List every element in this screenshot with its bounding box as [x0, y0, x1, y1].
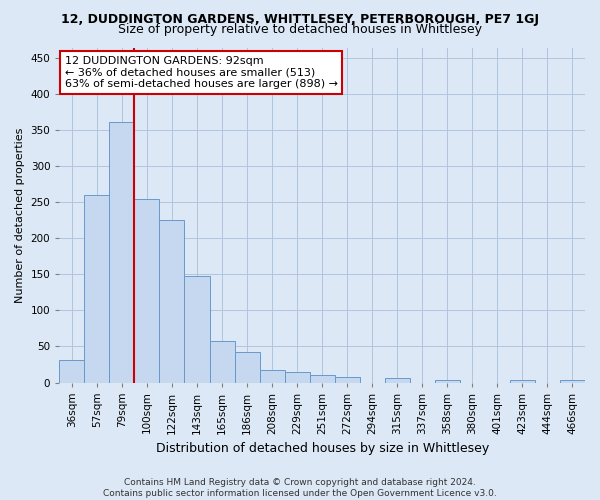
- Bar: [59, 360, 85, 382]
- Bar: [385, 378, 410, 382]
- Bar: [560, 380, 585, 382]
- Bar: [109, 122, 134, 382]
- Y-axis label: Number of detached properties: Number of detached properties: [15, 128, 25, 302]
- Bar: [510, 380, 535, 382]
- Bar: [335, 377, 360, 382]
- Bar: [209, 342, 235, 382]
- Bar: [85, 195, 109, 382]
- Bar: [160, 220, 184, 382]
- Text: Contains HM Land Registry data © Crown copyright and database right 2024.
Contai: Contains HM Land Registry data © Crown c…: [103, 478, 497, 498]
- Bar: [184, 276, 209, 382]
- Bar: [260, 370, 284, 382]
- Bar: [235, 352, 260, 382]
- Bar: [310, 376, 335, 382]
- Bar: [284, 372, 310, 382]
- Bar: [134, 199, 160, 382]
- Text: Size of property relative to detached houses in Whittlesey: Size of property relative to detached ho…: [118, 22, 482, 36]
- X-axis label: Distribution of detached houses by size in Whittlesey: Distribution of detached houses by size …: [155, 442, 489, 455]
- Text: 12, DUDDINGTON GARDENS, WHITTLESEY, PETERBOROUGH, PE7 1GJ: 12, DUDDINGTON GARDENS, WHITTLESEY, PETE…: [61, 12, 539, 26]
- Text: 12 DUDDINGTON GARDENS: 92sqm
← 36% of detached houses are smaller (513)
63% of s: 12 DUDDINGTON GARDENS: 92sqm ← 36% of de…: [65, 56, 338, 89]
- Bar: [435, 380, 460, 382]
